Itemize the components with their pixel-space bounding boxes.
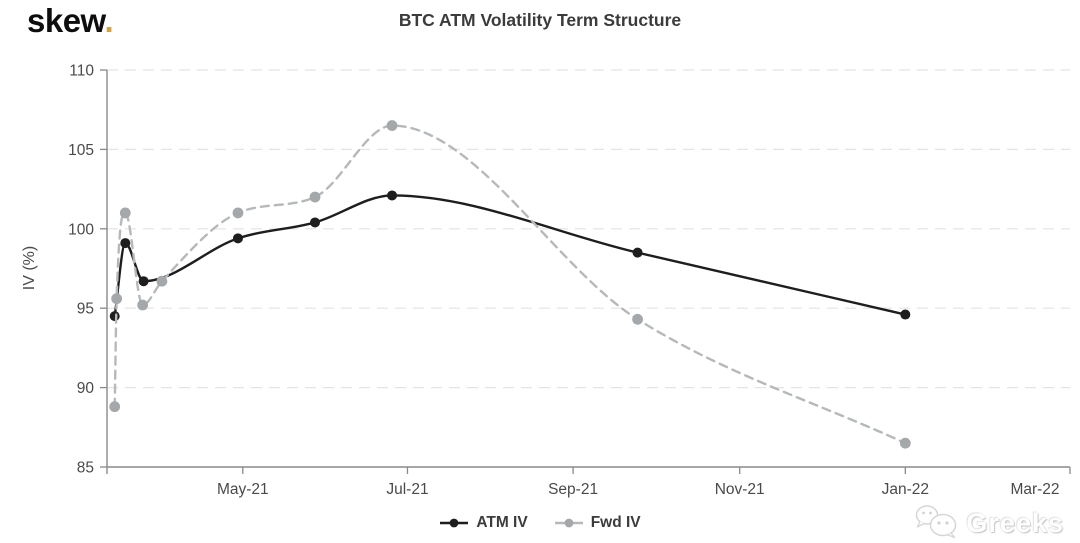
fwd-iv-point <box>109 401 121 413</box>
x-tick-label: Sep-21 <box>548 481 598 498</box>
fwd-iv-point <box>386 120 398 131</box>
x-tick-label: Jan-22 <box>882 481 929 498</box>
legend-marker-fwd-iv <box>554 518 583 528</box>
y-tick-label: 100 <box>68 221 94 238</box>
x-tick-label: Nov-21 <box>715 481 765 498</box>
fwd-iv-point <box>119 207 131 219</box>
legend-label-fwd-iv: Fwd IV <box>590 514 641 531</box>
y-tick-label: 105 <box>68 142 94 159</box>
atm-iv-point <box>109 311 120 322</box>
y-tick-label: 110 <box>69 63 94 80</box>
wechat-icon <box>913 503 961 543</box>
y-tick-label: 95 <box>77 301 94 318</box>
legend-item-atm-iv[interactable]: ATM IV <box>439 514 528 532</box>
atm-iv-point <box>632 247 643 258</box>
x-tick-label: Jul-21 <box>386 481 428 498</box>
x-tick-label: May-21 <box>217 481 269 498</box>
skew-logo: skew. <box>27 2 114 40</box>
atm-iv-point <box>900 309 911 320</box>
legend-marker-atm-iv <box>440 518 469 528</box>
fwd-iv-point <box>899 437 911 449</box>
fwd-iv-point <box>111 293 123 305</box>
skew-logo-dot: . <box>104 2 114 39</box>
skew-logo-text: skew <box>27 2 105 39</box>
legend-item-fwd-iv[interactable]: Fwd IV <box>554 514 641 532</box>
legend-label-atm-iv: ATM IV <box>476 514 528 531</box>
fwd-iv-point <box>309 191 321 203</box>
fwd-iv-point <box>632 313 644 325</box>
atm-iv-point <box>120 238 131 249</box>
watermark-text: Greeks <box>966 508 1064 538</box>
fwd-iv-point <box>156 275 168 287</box>
atm-iv-point <box>310 217 321 228</box>
atm-iv-point <box>387 190 398 201</box>
x-tick-label: Mar-22 <box>1010 481 1059 498</box>
fwd-iv-point <box>232 207 244 219</box>
atm-iv-point <box>138 276 149 287</box>
atm-iv-point <box>232 233 243 244</box>
fwd-iv-point <box>137 299 149 311</box>
y-tick-label: 85 <box>77 460 94 477</box>
watermark: Greeks <box>913 503 1064 543</box>
fwd-iv-line <box>113 124 907 445</box>
chart-legend: ATM IV Fwd IV <box>0 514 1080 532</box>
chart-title: BTC ATM Volatility Term Structure <box>398 10 682 30</box>
y-tick-label: 90 <box>77 380 95 397</box>
